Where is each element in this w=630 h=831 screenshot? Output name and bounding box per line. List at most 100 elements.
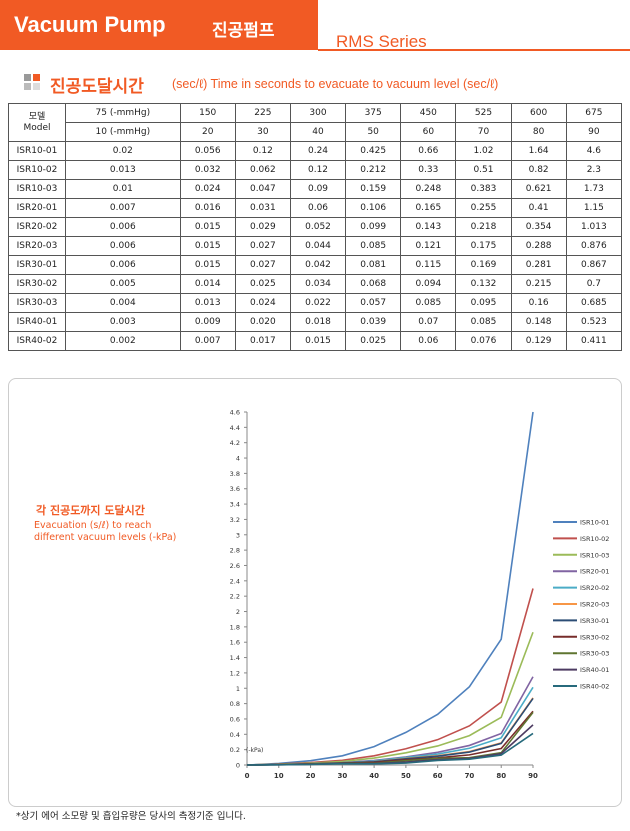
x-tick-label: 50 [401,772,411,780]
table-cell: 0.022 [289,293,347,313]
y-tick-label: 1.4 [230,654,240,662]
legend-label: ISR10-01 [580,519,609,527]
table-cell: 0.052 [289,217,347,237]
table-cell: 0.006 [65,255,181,275]
legend-label: ISR30-02 [580,633,609,641]
x-tick-label: 30 [337,772,347,780]
table-cell: 0.062 [234,160,291,180]
table-cell: 0.015 [179,217,236,237]
table-cell: 0.024 [179,179,236,199]
table-cell: 0.09 [289,179,347,199]
table-cell: 0.02 [65,141,181,161]
table-cell: 0.027 [234,236,291,256]
table-row: ISR30-02 0.005 0.014 0.025 0.034 0.068 0.094 0.… [8,274,623,294]
legend-label: ISR20-02 [580,584,609,592]
table-cell: 0.41 [510,198,567,218]
table-row: ISR10-03 0.01 0.024 0.047 0.09 0.159 0.248 0.38… [8,179,623,199]
table-cell: 0.12 [234,141,291,161]
table-cell: 0.143 [400,217,457,237]
table-cell: 0.032 [179,160,236,180]
table-cell: 2.3 [565,160,623,180]
y-tick-label: 3.8 [230,470,240,478]
table-row: ISR20-02 0.006 0.015 0.029 0.052 0.099 0.143 0.… [8,217,623,237]
header-row: 10 (-mmHg) 20 30 40 50 60 70 80 90 [9,122,623,142]
header-text: Model [23,122,51,133]
table-cell: 0.005 [65,274,181,294]
table-cell: 0.215 [510,274,567,294]
chart: 각 진공도까지 도달시간 Evacuation (s/ℓ) to reach d… [34,409,609,781]
header-cell: 50 [345,122,402,142]
header-line [318,49,630,51]
header-row: 모델 Model 75 (-mmHg) 150 225 300 375 450 525 600 67… [8,103,623,142]
table-row: ISR20-01 0.007 0.016 0.031 0.06 0.106 0.165 0.2… [8,198,623,218]
table-row: ISR20-03 0.006 0.015 0.027 0.044 0.085 0.121 0.… [8,236,623,256]
legend-label: ISR10-02 [580,535,609,543]
section-title: 진공도달시간 [50,77,144,97]
table-cell: ISR10-03 [8,179,66,199]
legend-label: ISR30-01 [580,617,609,625]
x-tick-label: 10 [274,772,284,780]
y-tick-label: 3 [236,531,240,539]
table-cell: 0.16 [510,293,567,313]
header-cell: 70 [455,122,512,142]
table-cell: ISR30-02 [8,274,66,294]
table-cell: 0.129 [510,331,567,351]
header-cell: 300 [289,103,347,123]
table-cell: 1.15 [565,198,623,218]
y-tick-label: 2.8 [230,547,240,555]
table-row: ISR30-03 0.004 0.013 0.024 0.022 0.057 0.085 0.… [8,293,623,313]
chart-subtitle-box: Evacuation (s/ℓ) to reach different vacu… [34,520,176,543]
legend-label: ISR40-02 [580,683,609,691]
data-table: 모델 Model 75 (-mmHg) 150 225 300 375 450 525 600 67… [8,103,623,351]
footnote: *상기 에어 소모량 및 흡입유량은 당사의 측정기준 입니다. [16,811,246,822]
section-icon [24,74,40,90]
chart-title: 각 진공도까지 도달시간 [36,503,145,517]
table-cell: 0.523 [565,312,623,332]
table-cell: 0.106 [345,198,402,218]
header-title: Vacuum Pump [14,12,166,37]
table-cell: 0.029 [234,217,291,237]
table-row: ISR40-02 0.002 0.007 0.017 0.015 0.025 0.06 0.0… [8,331,623,351]
table-row: ISR40-01 0.003 0.009 0.020 0.018 0.039 0.07 0.0… [8,312,623,332]
table-cell: 0.017 [234,331,291,351]
table-cell: 0.06 [400,331,457,351]
table-cell: 0.068 [345,274,402,294]
table-cell: 0.121 [400,236,457,256]
table-cell: 0.169 [455,255,512,275]
x-tick-label: 40 [369,772,379,780]
legend-label: ISR20-03 [580,601,609,609]
table-cell: 1.73 [565,179,623,199]
chart-box [8,378,622,807]
table-cell: 0.354 [510,217,567,237]
y-tick-label: 4.6 [230,409,240,417]
series-line [246,686,534,766]
header-cell: 75 (-mmHg) [65,103,181,123]
table-cell: ISR40-02 [8,331,66,351]
y-tick-label: 0.6 [230,715,240,723]
table-cell: 0.115 [400,255,457,275]
table-cell: 0.095 [455,293,512,313]
y-tick-label: 4.4 [230,424,240,432]
header-cell: 150 [179,103,236,123]
table-cell: 0.007 [179,331,236,351]
table-cell: 0.015 [289,331,347,351]
header-cell: 525 [455,103,512,123]
table-cell: 0.025 [234,274,291,294]
table-cell: 0.013 [179,293,236,313]
table-cell: 0.876 [565,236,623,256]
x-tick-label: 0 [245,772,250,780]
table-cell: 0.056 [179,141,236,161]
series-line [246,631,534,766]
x-tick-label: 80 [496,772,506,780]
legend-label: ISR30-03 [580,650,609,658]
table-cell: 0.099 [345,217,402,237]
table-row: ISR10-01 0.02 0.056 0.12 0.24 0.425 0.66 1.02 1.… [8,141,623,161]
y-tick-label: 2.4 [230,577,240,585]
table-cell: 0.175 [455,236,512,256]
series-line [246,732,534,766]
table-cell: 0.248 [400,179,457,199]
table-cell: 0.031 [234,198,291,218]
table-cell: 0.621 [510,179,567,199]
header-cell: 450 [400,103,457,123]
table-cell: ISR30-03 [8,293,66,313]
